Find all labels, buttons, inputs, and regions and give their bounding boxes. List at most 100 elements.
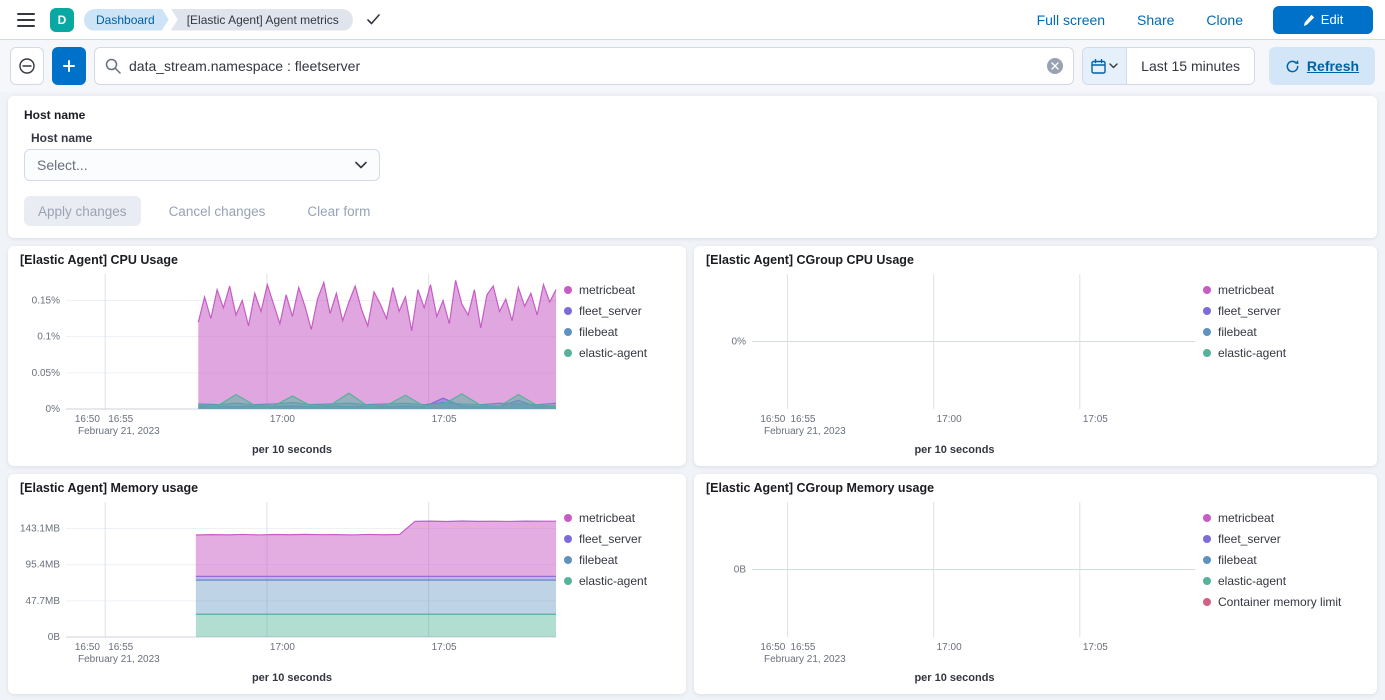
svg-text:February 21, 2023: February 21, 2023 xyxy=(78,654,160,665)
legend-item-filebeat[interactable]: filebeat xyxy=(564,553,674,567)
svg-text:143.1MB: 143.1MB xyxy=(20,523,60,534)
x-axis-title: per 10 seconds xyxy=(914,672,995,684)
legend-item-elastic-agent[interactable]: elastic-agent xyxy=(564,346,674,360)
legend-item-metricbeat[interactable]: metricbeat xyxy=(564,283,674,297)
add-filter-button[interactable] xyxy=(52,47,86,85)
chart-legend: metricbeat fleet_server filebeat elastic-ag… xyxy=(564,497,674,688)
legend-label: fleet_server xyxy=(1218,304,1281,318)
legend-item-filebeat[interactable]: filebeat xyxy=(1203,325,1365,339)
legend-item-elastic-agent[interactable]: elastic-agent xyxy=(564,574,674,588)
chart-canvas-cgroup-memory-usage[interactable]: 0B 16:50 16:55 17:00 17:05 February 21, 2023 xyxy=(706,497,1203,667)
svg-text:16:55: 16:55 xyxy=(790,414,815,425)
panel-memory-usage: [Elastic Agent] Memory usage 0B 47.7MB 95.… xyxy=(8,474,686,694)
chart-legend: metricbeat fleet_server filebeat elastic-ag… xyxy=(1203,497,1365,688)
legend-item-fleet-server[interactable]: fleet_server xyxy=(1203,532,1365,546)
legend-item-elastic-agent[interactable]: elastic-agent xyxy=(1203,346,1365,360)
x-axis-title: per 10 seconds xyxy=(251,444,333,456)
svg-text:16:55: 16:55 xyxy=(790,642,815,653)
svg-text:16:55: 16:55 xyxy=(108,414,133,425)
legend-dot xyxy=(564,328,572,336)
legend-label: elastic-agent xyxy=(579,346,648,360)
search-icon xyxy=(105,58,121,74)
legend-dot xyxy=(1203,328,1211,336)
svg-text:0%: 0% xyxy=(732,337,747,348)
breadcrumb: Dashboard [Elastic Agent] Agent metrics xyxy=(84,8,353,31)
charts-grid: [Elastic Agent] CPU Usage 0% 0.05% 0.1% 0.1… xyxy=(8,246,1377,694)
legend-label: metricbeat xyxy=(579,283,636,297)
dashboard-main: Host name Host name Select... Apply chan… xyxy=(0,92,1385,700)
svg-text:16:55: 16:55 xyxy=(108,642,133,653)
svg-text:0%: 0% xyxy=(46,404,61,415)
chart-canvas-cgroup-cpu-usage[interactable]: 0% 16:50 16:55 17:00 17:05 February 21, 2023 xyxy=(706,269,1203,439)
clone-link[interactable]: Clone xyxy=(1206,11,1243,28)
svg-text:0.15%: 0.15% xyxy=(32,295,60,306)
legend-label: elastic-agent xyxy=(1218,574,1287,588)
chart-canvas-cpu-usage[interactable]: 0% 0.05% 0.1% 0.15% 16:50 16:55 17:00 17:05 Febr… xyxy=(20,269,564,439)
svg-text:17:05: 17:05 xyxy=(1083,414,1108,425)
legend-dot xyxy=(564,349,572,357)
legend-item-filebeat[interactable]: filebeat xyxy=(564,325,674,339)
legend-item-metricbeat[interactable]: metricbeat xyxy=(1203,283,1365,297)
panel-title: [Elastic Agent] CGroup CPU Usage xyxy=(706,253,914,267)
legend-item-metricbeat[interactable]: metricbeat xyxy=(564,511,674,525)
legend-label: filebeat xyxy=(1218,325,1257,339)
legend-label: metricbeat xyxy=(1218,511,1275,525)
clear-form-button[interactable]: Clear form xyxy=(293,196,384,226)
x-axis-title: per 10 seconds xyxy=(251,672,333,684)
select-placeholder: Select... xyxy=(37,157,88,173)
legend-item-filebeat[interactable]: filebeat xyxy=(1203,553,1365,567)
legend-dot xyxy=(1203,349,1211,357)
chevron-down-icon xyxy=(355,161,367,169)
legend-label: metricbeat xyxy=(579,511,636,525)
saved-query-menu-button[interactable] xyxy=(10,47,44,85)
cancel-changes-button[interactable]: Cancel changes xyxy=(155,196,280,226)
refresh-button-label: Refresh xyxy=(1306,58,1360,74)
query-bar: Last 15 minutes Refresh xyxy=(0,40,1385,92)
legend-dot xyxy=(1203,598,1211,606)
space-avatar[interactable]: D xyxy=(50,7,74,32)
legend-dot xyxy=(564,514,572,522)
legend-item-container-memory-limit[interactable]: Container memory limit xyxy=(1203,595,1365,609)
clear-query-button[interactable] xyxy=(1047,58,1064,74)
svg-text:16:50: 16:50 xyxy=(760,414,785,425)
legend-dot xyxy=(564,577,572,585)
svg-text:February 21, 2023: February 21, 2023 xyxy=(78,426,160,437)
breadcrumb-current-dashboard: [Elastic Agent] Agent metrics xyxy=(170,8,353,31)
share-link[interactable]: Share xyxy=(1137,11,1175,28)
svg-text:16:50: 16:50 xyxy=(75,414,100,425)
query-input[interactable] xyxy=(129,58,1040,74)
query-input-wrapper xyxy=(94,47,1075,85)
controls-panel: Host name Host name Select... Apply chan… xyxy=(8,96,1377,238)
edit-button[interactable]: Edit xyxy=(1273,5,1373,34)
svg-text:17:00: 17:00 xyxy=(937,414,962,425)
legend-label: filebeat xyxy=(1218,553,1257,567)
legend-dot xyxy=(564,307,572,315)
time-range-button[interactable]: Last 15 minutes xyxy=(1127,48,1254,84)
legend-item-fleet-server[interactable]: fleet_server xyxy=(564,532,674,546)
svg-text:0B: 0B xyxy=(734,565,747,576)
refresh-button[interactable]: Refresh xyxy=(1269,47,1375,85)
menu-button[interactable] xyxy=(12,6,40,34)
legend-item-elastic-agent[interactable]: elastic-agent xyxy=(1203,574,1365,588)
pencil-icon xyxy=(1303,14,1314,26)
legend-item-fleet-server[interactable]: fleet_server xyxy=(564,304,674,318)
legend-dot xyxy=(1203,286,1211,294)
filter-icon xyxy=(19,58,35,74)
panel-title: [Elastic Agent] CGroup Memory usage xyxy=(706,481,935,495)
chart-canvas-memory-usage[interactable]: 0B 47.7MB 95.4MB 143.1MB 16:50 16:55 17:00 17:0… xyxy=(20,497,564,667)
edit-button-label: Edit xyxy=(1320,12,1344,27)
panel-title: [Elastic Agent] CPU Usage xyxy=(20,253,178,267)
apply-changes-button[interactable]: Apply changes xyxy=(24,196,141,226)
host-name-select[interactable]: Select... xyxy=(24,149,380,181)
host-name-label: Host name xyxy=(31,131,93,145)
legend-item-metricbeat[interactable]: metricbeat xyxy=(1203,511,1365,525)
full-screen-link[interactable]: Full screen xyxy=(1036,11,1106,28)
svg-text:17:00: 17:00 xyxy=(270,642,295,653)
breadcrumb-dashboard[interactable]: Dashboard xyxy=(84,9,169,31)
svg-text:16:50: 16:50 xyxy=(760,642,785,653)
date-picker-button[interactable] xyxy=(1083,48,1128,84)
check-icon xyxy=(366,14,380,25)
legend-label: Container memory limit xyxy=(1218,595,1342,609)
calendar-icon xyxy=(1091,58,1106,74)
legend-item-fleet-server[interactable]: fleet_server xyxy=(1203,304,1365,318)
